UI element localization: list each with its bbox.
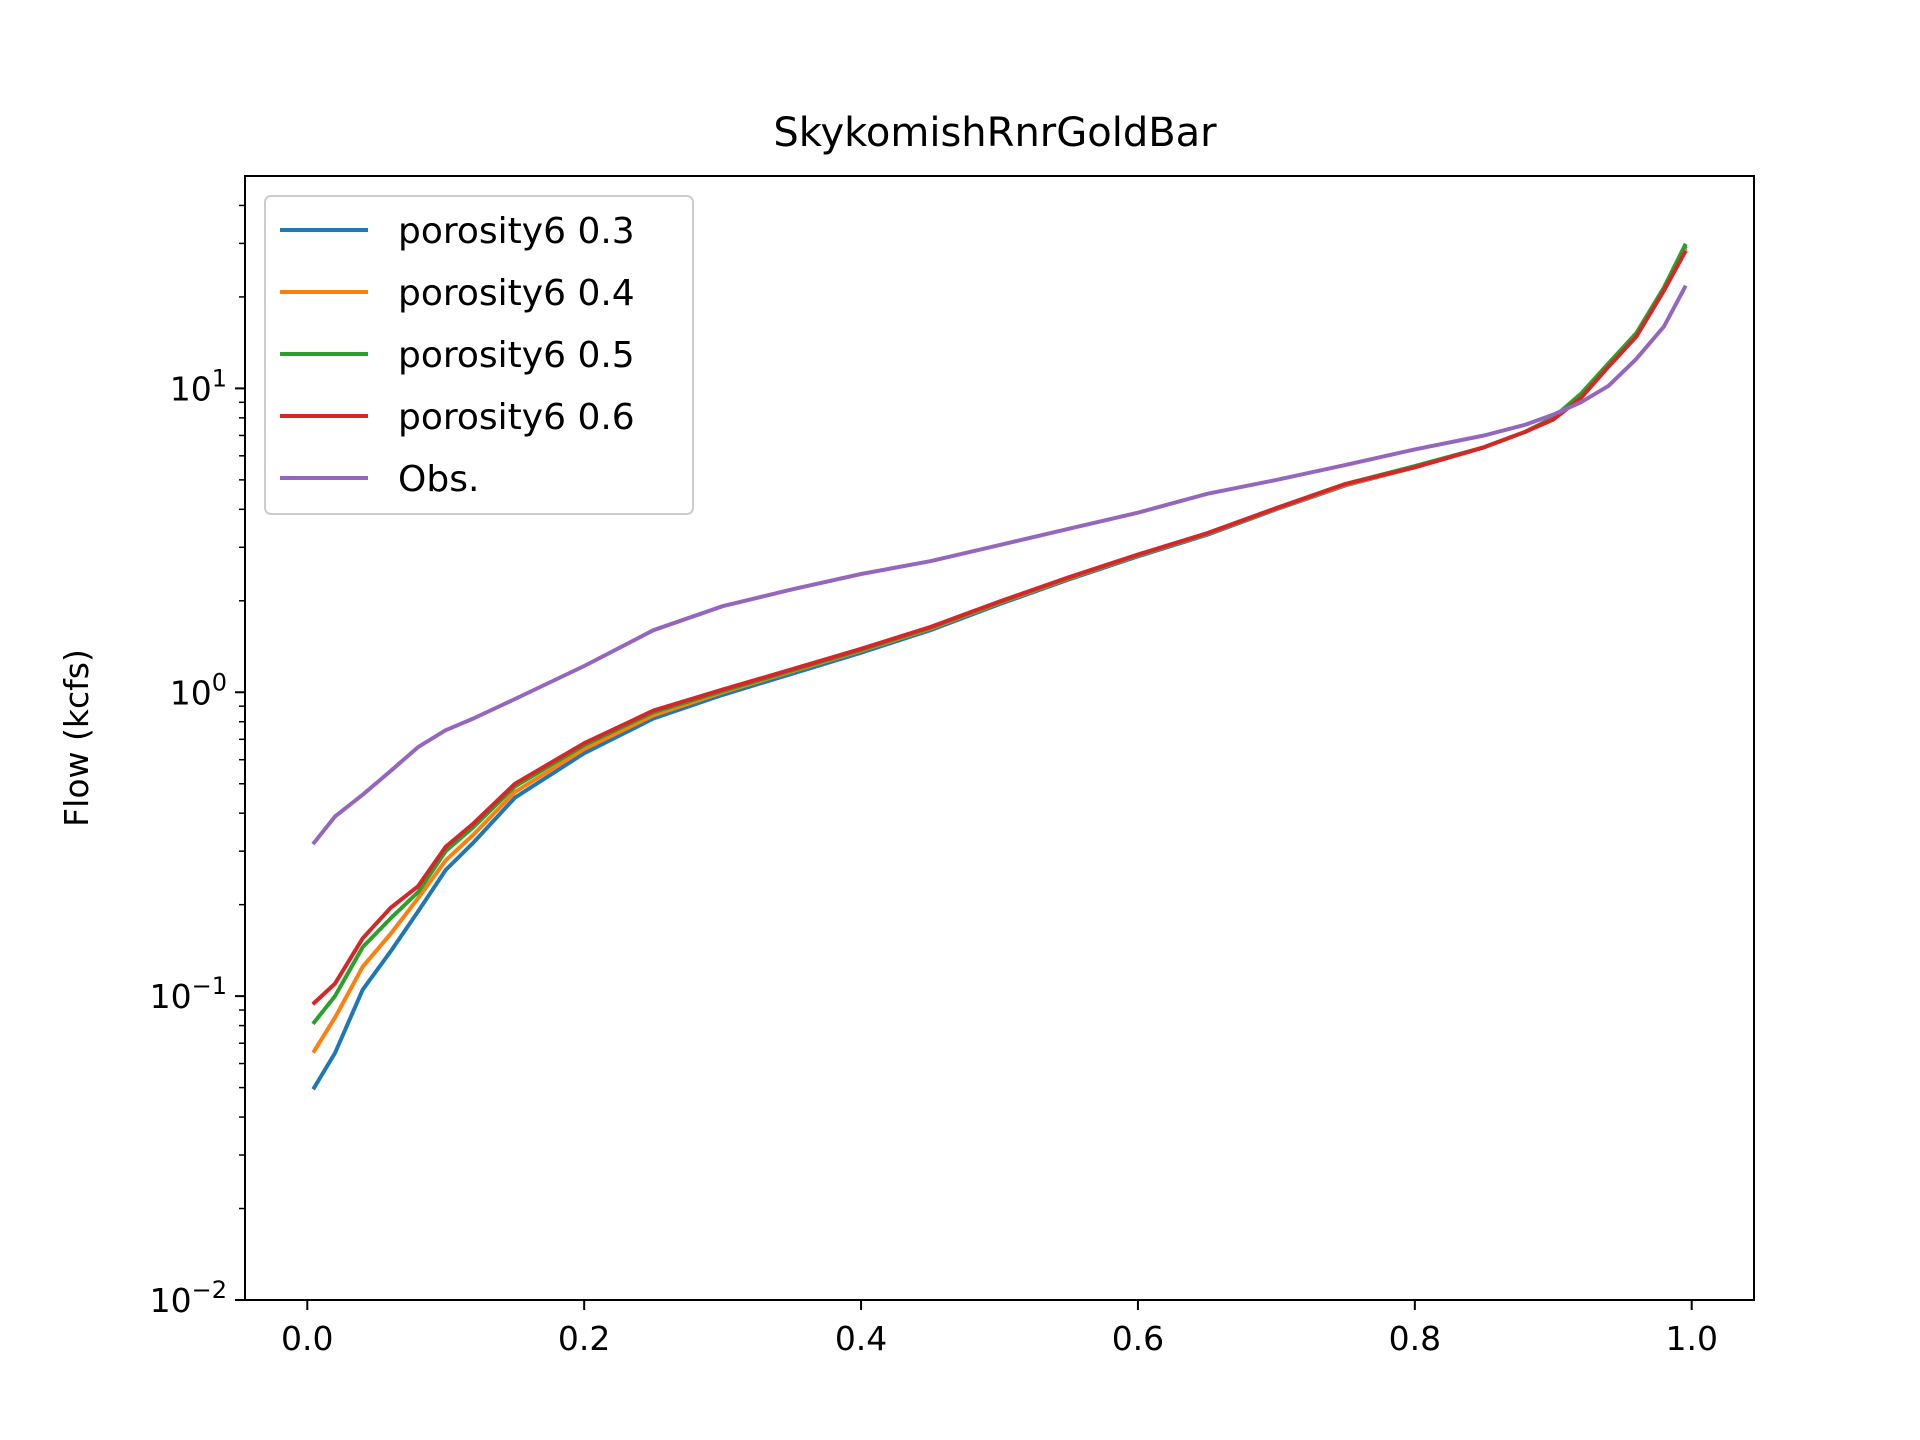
y-tick-exp: 0 [212,668,227,696]
y-axis-label: Flow (kcfs) [57,649,96,827]
legend-entries: porosity6 0.3 porosity6 0.4 porosity6 0.5 p… [280,211,635,500]
chart-title: SkykomishRnrGoldBar [773,110,1217,156]
legend-label-0: porosity6 0.3 [398,211,635,252]
y-tick-base: 10 [150,977,192,1016]
y-tick-exp: 1 [212,364,227,392]
y-tick-label-3: 101 [170,364,227,408]
x-tick-label-2: 0.4 [835,1319,887,1358]
y-tick-base: 10 [170,369,212,408]
x-axis-ticks: 0.0 0.2 0.4 0.6 0.8 1.0 [281,1300,1718,1358]
y-tick-base: 10 [150,1281,192,1320]
y-tick-label-1: 10−1 [150,972,227,1016]
legend-frame [264,195,694,515]
legend-label-3: porosity6 0.6 [398,397,635,438]
x-tick-label-3: 0.6 [1112,1319,1164,1358]
series-line-4 [311,284,1688,846]
legend: porosity6 0.3 porosity6 0.4 porosity6 0.5 p… [264,195,694,515]
x-tick-label-0: 0.0 [281,1319,333,1358]
y-tick-base: 10 [170,673,212,712]
series-layer [311,242,1688,1091]
y-tick-exp: −2 [192,1276,227,1304]
y-tick-label-2: 100 [170,668,227,712]
y-tick-exp: −1 [192,972,227,1000]
legend-label-1: porosity6 0.4 [398,273,635,314]
x-tick-label-1: 0.2 [558,1319,610,1358]
x-tick-label-5: 1.0 [1665,1319,1717,1358]
legend-label-2: porosity6 0.5 [398,335,635,376]
x-tick-label-4: 0.8 [1389,1319,1441,1358]
legend-label-4: Obs. [398,459,479,500]
y-tick-label-0: 10−2 [150,1276,227,1320]
plot-frame [244,175,1755,1301]
